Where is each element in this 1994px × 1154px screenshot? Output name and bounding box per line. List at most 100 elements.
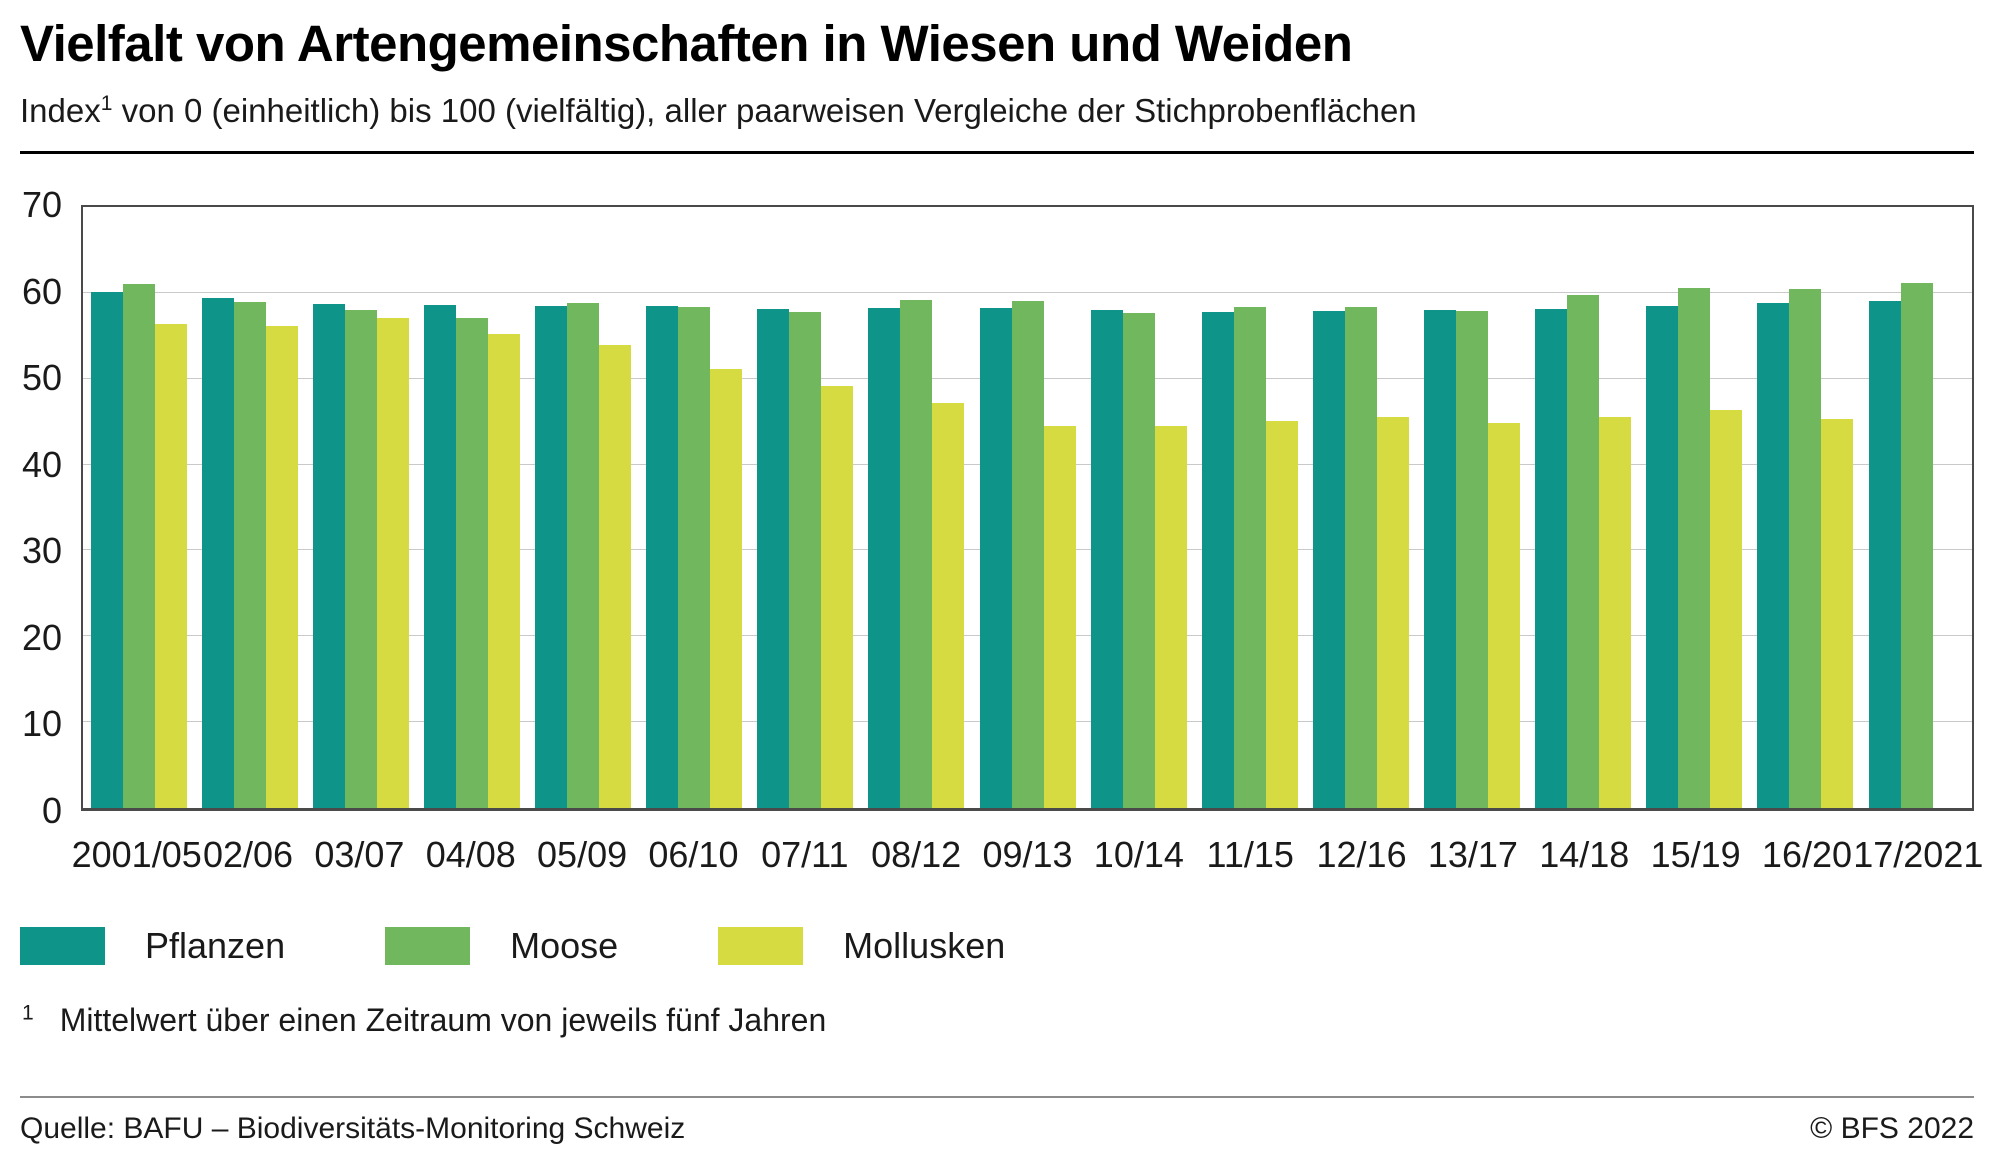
x-tick-label: 11/15 — [1206, 834, 1294, 875]
bar-group — [1528, 207, 1639, 808]
bar-group — [194, 207, 305, 808]
y-tick-label: 70 — [21, 184, 62, 225]
subtitle-footnote-marker: 1 — [100, 92, 113, 115]
bar-group — [1750, 207, 1861, 808]
bar-pflanzen — [1424, 310, 1457, 808]
bar-moose — [1122, 313, 1155, 808]
bar-moose — [1789, 289, 1822, 808]
bar-group — [861, 207, 972, 808]
x-tick-label: 08/12 — [871, 834, 962, 875]
bar-moose — [1011, 301, 1044, 808]
subtitle-text-rest: von 0 (einheitlich) bis 100 (vielfältig)… — [112, 92, 1417, 129]
bar-pflanzen — [1757, 303, 1790, 808]
bar-mollusken — [1488, 422, 1521, 808]
plot-area — [81, 205, 1974, 811]
y-tick-label: 40 — [21, 443, 62, 485]
x-tick-label: 10/14 — [1093, 834, 1184, 875]
legend-swatch — [20, 927, 105, 965]
x-tick-label: 07/11 — [761, 834, 849, 875]
x-tick-label: 13/17 — [1427, 834, 1518, 875]
bar-mollusken — [1154, 425, 1187, 808]
bar-moose — [1344, 306, 1377, 808]
legend-label: Pflanzen — [145, 925, 286, 966]
y-tick-label: 0 — [41, 790, 62, 831]
footnote: 1 Mittelwert über einen Zeitraum von jewe… — [22, 1002, 826, 1039]
footnote-marker: 1 — [22, 1001, 34, 1025]
bar-pflanzen — [757, 309, 790, 808]
y-axis: 0 10 20 30 40 50 60 70 — [0, 184, 62, 831]
y-tick-label: 60 — [21, 270, 62, 312]
y-tick-label: 30 — [21, 530, 62, 572]
bar-pflanzen — [1535, 309, 1568, 808]
bar-group — [1305, 207, 1416, 808]
bar-pflanzen — [201, 298, 234, 808]
x-tick-label: 12/16 — [1316, 834, 1407, 875]
x-tick-label: 06/10 — [648, 834, 739, 875]
bar-moose — [1678, 287, 1711, 808]
bar-group — [1083, 207, 1194, 808]
bar-moose — [1900, 282, 1933, 808]
x-tick-label: 04/08 — [425, 834, 516, 875]
bar-moose — [455, 317, 488, 808]
bar-moose — [1456, 310, 1489, 808]
x-tick-label: 05/09 — [537, 834, 628, 875]
bar-group — [528, 207, 639, 808]
bar-mollusken — [599, 345, 632, 808]
y-tick-label: 10 — [21, 703, 62, 745]
bar-mollusken — [1821, 419, 1854, 808]
bar-pflanzen — [1090, 310, 1123, 808]
copyright-text: © BFS 2022 — [1810, 1112, 1974, 1145]
bar-group — [305, 207, 416, 808]
bar-group — [83, 207, 194, 808]
bar-pflanzen — [1312, 310, 1345, 808]
x-tick-label: 17/2021 — [1853, 834, 1984, 875]
bar-group — [1861, 207, 1972, 808]
bar-mollusken — [1376, 417, 1409, 808]
bar-group — [1639, 207, 1750, 808]
bar-moose — [1233, 306, 1266, 808]
bar-moose — [789, 311, 822, 808]
bar-pflanzen — [312, 304, 345, 808]
bar-group — [416, 207, 527, 808]
bar-moose — [900, 299, 933, 808]
y-tick-label: 50 — [21, 357, 62, 399]
header-divider — [20, 151, 1974, 154]
bar-pflanzen — [868, 308, 901, 808]
bar-pflanzen — [535, 305, 568, 808]
footnote-text: Mittelwert über einen Zeitraum von jewei… — [59, 1002, 827, 1038]
y-tick-label: 20 — [21, 616, 62, 658]
bar-moose — [344, 310, 377, 808]
bar-moose — [678, 307, 711, 808]
bar-mollusken — [710, 369, 743, 808]
bar-mollusken — [487, 334, 520, 808]
bar-pflanzen — [90, 292, 123, 808]
chart-subtitle: Index1 von 0 (einheitlich) bis 100 (viel… — [20, 92, 1417, 130]
footer: Quelle: BAFU – Biodiversitäts-Monitoring… — [20, 1112, 1974, 1146]
legend: Pflanzen Moose Mollusken — [20, 925, 1105, 967]
bar-mollusken — [821, 385, 854, 808]
bar-moose — [567, 303, 600, 808]
bar-pflanzen — [979, 308, 1012, 808]
legend-swatch — [718, 927, 804, 965]
bar-mollusken — [1265, 420, 1298, 808]
bar-mollusken — [376, 317, 409, 808]
bar-pflanzen — [646, 305, 679, 808]
bar-pflanzen — [1201, 311, 1234, 808]
bar-mollusken — [265, 326, 298, 808]
legend-swatch — [385, 927, 471, 965]
x-axis: 2001/05 02/06 03/07 04/08 05/09 06/10 07/11 08/… — [72, 834, 1984, 880]
legend-label: Mollusken — [843, 925, 1006, 966]
x-tick-label: 16/20 — [1761, 834, 1853, 875]
bar-mollusken — [1599, 416, 1632, 808]
x-tick-label: 09/13 — [982, 834, 1073, 875]
legend-item-moose: Moose — [385, 925, 618, 967]
legend-item-mollusken: Mollusken — [718, 925, 1005, 967]
bar-pflanzen — [423, 304, 456, 808]
x-tick-label: 2001/05 — [71, 834, 202, 875]
bar-pflanzen — [1868, 300, 1901, 808]
bar-group — [1194, 207, 1305, 808]
bar-group — [972, 207, 1083, 808]
subtitle-text: Index — [20, 92, 101, 129]
page-title: Vielfalt von Artengemeinschaften in Wies… — [20, 15, 1353, 72]
